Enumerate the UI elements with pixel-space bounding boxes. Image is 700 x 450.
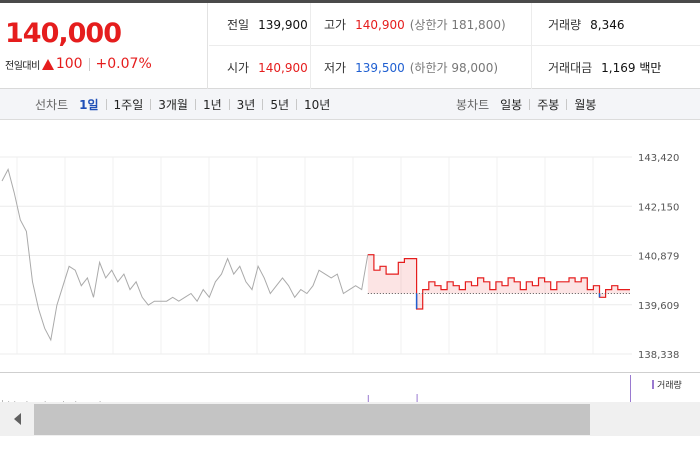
tab-monthly[interactable]: 월봉 [574, 98, 597, 112]
stat-label: 전일 [227, 18, 250, 32]
stat-value: 139,500 [355, 60, 405, 75]
y-tick-label: 140,879 [638, 252, 679, 263]
tab-10y[interactable]: 10년 [304, 98, 331, 112]
candle-chart-tabs: 봉차트 일봉 주봉 월봉 [456, 89, 596, 120]
volume-legend-label: 거래량 [657, 381, 682, 391]
volume-chart-svg [2, 375, 631, 403]
change-percent: +0.07% [95, 56, 152, 72]
line-chart-tabs: 선차트 1일 1주일 3개월 1년 3년 5년 10년 [35, 89, 330, 120]
horizontal-scrollbar[interactable] [0, 402, 700, 436]
tab-1y[interactable]: 1년 [202, 98, 222, 112]
stat-label: 거래량 [548, 18, 582, 32]
line-chart-label: 선차트 [35, 98, 69, 112]
tab-divider [529, 99, 531, 110]
stats-row: 시가 140,900 저가 139,500 (하한가 98,000) 거래대금 … [209, 46, 700, 89]
tab-3y[interactable]: 3년 [236, 98, 256, 112]
upper-limit: (상한가 181,800) [409, 18, 506, 32]
tab-divider [194, 99, 196, 110]
stat-label: 거래대금 [548, 61, 593, 75]
stat-label: 저가 [324, 61, 347, 75]
price-change-row: 전일대비 100 +0.07% [5, 56, 152, 72]
stats-row: 전일 139,900 고가 140,900 (상한가 181,800) 거래량 … [209, 3, 700, 46]
y-tick-label: 138,338 [638, 350, 679, 361]
tab-divider [296, 99, 298, 110]
tab-5y[interactable]: 5년 [270, 98, 290, 112]
price-chart[interactable]: 143,420 142,150 140,879 139,609 138,338 [0, 120, 700, 372]
stat-label: 시가 [227, 61, 250, 75]
stat-value: 140,900 [258, 60, 308, 75]
stat-label: 고가 [324, 18, 347, 32]
stat-value: 1,169 백만 [601, 61, 662, 75]
volume-chart [0, 372, 700, 403]
tab-daily[interactable]: 일봉 [500, 98, 523, 112]
y-tick-label: 139,609 [638, 301, 679, 312]
stat-value: 139,900 [258, 17, 308, 32]
previous-price-line [1, 168, 369, 342]
price-summary: 140,000 전일대비 100 +0.07% 전일 139,900 고가 14… [0, 0, 700, 89]
candle-chart-label: 봉차트 [456, 98, 490, 112]
tab-divider [566, 99, 568, 110]
y-tick-label: 142,150 [638, 202, 679, 213]
scroll-thumb[interactable] [34, 404, 590, 435]
y-tick-label: 143,420 [638, 153, 679, 164]
tab-3m[interactable]: 3개월 [158, 98, 188, 112]
stat-open: 시가 140,900 [209, 46, 311, 89]
tab-divider [150, 99, 152, 110]
tab-weekly[interactable]: 주봉 [537, 98, 560, 112]
stat-volume: 거래량 8,346 [532, 3, 700, 46]
price-line [367, 254, 630, 310]
up-triangle-icon [41, 58, 54, 70]
price-chart-svg: 143,420 142,150 140,879 139,609 138,338 [0, 153, 679, 361]
chart-tab-bar: 선차트 1일 1주일 3개월 1년 3년 5년 10년 봉차트 일봉 주봉 월봉 [0, 89, 700, 120]
stat-value: 140,900 [355, 17, 405, 32]
tab-1d[interactable]: 1일 [79, 98, 99, 112]
arrow-left-icon [13, 413, 21, 425]
scroll-left-button[interactable] [0, 402, 34, 436]
stats-table: 전일 139,900 고가 140,900 (상한가 181,800) 거래량 … [209, 3, 700, 89]
divider [88, 57, 90, 71]
stat-value: 8,346 [590, 17, 625, 32]
lower-limit: (하한가 98,000) [409, 61, 499, 75]
stat-high: 고가 140,900 (상한가 181,800) [311, 3, 532, 46]
volume-bar [367, 395, 369, 403]
change-value: 100 [55, 56, 83, 72]
stat-amount: 거래대금 1,169 백만 [532, 46, 700, 89]
volume-bar [416, 394, 418, 403]
current-price-box: 140,000 전일대비 100 +0.07% [0, 3, 208, 89]
stat-low: 저가 139,500 (하한가 98,000) [311, 46, 532, 89]
bottom-margin [0, 436, 700, 450]
volume-legend: 거래량 [652, 378, 682, 391]
stat-prev-close: 전일 139,900 [209, 3, 311, 46]
volume-bar [2, 400, 3, 403]
tab-divider [228, 99, 230, 110]
change-label: 전일대비 [5, 60, 40, 72]
current-price: 140,000 [5, 18, 122, 49]
tab-divider [105, 99, 107, 110]
volume-swatch [652, 380, 654, 389]
volume-bar [630, 375, 631, 403]
tab-1w[interactable]: 1주일 [113, 98, 144, 112]
tab-divider [262, 99, 264, 110]
